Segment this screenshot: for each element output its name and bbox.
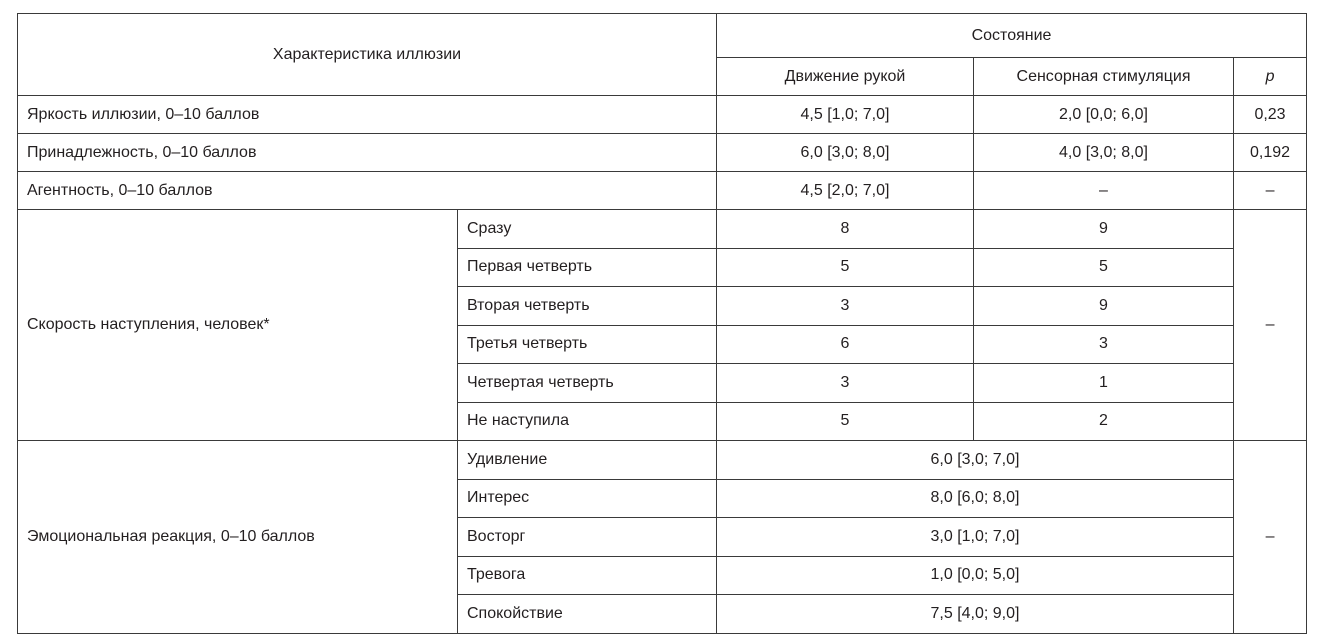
emotion-value: 8,0 [6,0; 8,0] (716, 478, 1234, 518)
emotion-item-label: Удивление (457, 440, 717, 480)
hand-value: 8 (716, 209, 974, 249)
table-row: Интерес 8,0 [6,0; 8,0] (18, 478, 1307, 518)
sensory-value: 2 (973, 401, 1234, 441)
hand-value: 6 (716, 324, 974, 364)
onset-item-label: Третья четверть (457, 324, 717, 364)
row-label: Агентность, 0–10 баллов (17, 171, 717, 210)
sensory-value: 9 (973, 286, 1234, 326)
p-value: – (1232, 171, 1308, 210)
row-label: Яркость иллюзии, 0–10 баллов (17, 95, 717, 134)
emotion-item-label: Интерес (457, 478, 717, 518)
hand-value: 5 (716, 247, 974, 287)
table-row: Тревога 1,0 [0,0; 5,0] (18, 555, 1307, 595)
table-row: Третья четверть 6 3 (18, 324, 1307, 364)
table-row: Скорость наступления, человек* Сразу 8 9… (17, 209, 1308, 441)
subheader-row: Движение рукой Сенсорная стимуляция p (18, 57, 1308, 96)
hand-value: 4,5 [2,0; 7,0] (716, 171, 974, 210)
header-p: p (1232, 57, 1308, 96)
onset-item-label: Вторая четверть (457, 286, 717, 326)
emotion-value: 1,0 [0,0; 5,0] (716, 555, 1234, 595)
onset-p-value: – (1232, 209, 1308, 441)
table-row: Восторг 3,0 [1,0; 7,0] (18, 517, 1307, 557)
onset-item-label: Сразу (457, 209, 717, 249)
onset-item-label: Четвертая четверть (457, 363, 717, 403)
sensory-value: – (973, 171, 1234, 210)
sensory-value: 3 (973, 324, 1234, 364)
sensory-value: 5 (973, 247, 1234, 287)
table-row: Яркость иллюзии, 0–10 баллов 4,5 [1,0; 7… (17, 95, 1308, 134)
onset-item-label: Не наступила (457, 401, 717, 441)
header-condition: Состояние (715, 13, 1308, 58)
sensory-value: 2,0 [0,0; 6,0] (973, 95, 1234, 134)
onset-item-label: Первая четверть (457, 247, 717, 287)
emotion-value: 6,0 [3,0; 7,0] (716, 440, 1234, 480)
emotion-p-value: – (1232, 440, 1308, 634)
sensory-value: 4,0 [3,0; 8,0] (973, 133, 1234, 172)
header-hand-movement: Движение рукой (716, 57, 974, 96)
emotion-value: 3,0 [1,0; 7,0] (716, 517, 1234, 557)
hand-value: 3 (716, 286, 974, 326)
hand-value: 3 (716, 363, 974, 403)
p-value: 0,192 (1232, 133, 1308, 172)
results-table: Характеристика иллюзии Состояние Движени… (17, 13, 1308, 634)
header-row: Характеристика иллюзии Состояние (17, 13, 1308, 96)
emotion-item-label: Восторг (457, 517, 717, 557)
hand-value: 4,5 [1,0; 7,0] (716, 95, 974, 134)
table-row: Принадлежность, 0–10 баллов 6,0 [3,0; 8,… (17, 133, 1308, 172)
hand-value: 5 (716, 401, 974, 441)
table-row: Не наступила 5 2 (18, 401, 1307, 441)
header-characteristic: Характеристика иллюзии (17, 13, 717, 96)
p-value: 0,23 (1232, 95, 1308, 134)
sensory-value: 9 (973, 209, 1234, 249)
onset-label: Скорость наступления, человек* (17, 209, 458, 441)
emotion-value: 7,5 [4,0; 9,0] (716, 594, 1234, 634)
table-row: Эмоциональная реакция, 0–10 баллов Удивл… (17, 440, 1308, 634)
hand-value: 6,0 [3,0; 8,0] (716, 133, 974, 172)
table-row: Первая четверть 5 5 (18, 247, 1307, 287)
emotion-item-label: Тревога (457, 555, 717, 595)
header-sensory-stimulation: Сенсорная стимуляция (973, 57, 1234, 96)
table-row: Четвертая четверть 3 1 (18, 363, 1307, 403)
row-label: Принадлежность, 0–10 баллов (17, 133, 717, 172)
table-row: Спокойствие 7,5 [4,0; 9,0] (18, 594, 1307, 634)
emotion-item-label: Спокойствие (457, 594, 717, 634)
sensory-value: 1 (973, 363, 1234, 403)
emotion-label: Эмоциональная реакция, 0–10 баллов (17, 440, 458, 634)
table-row: Агентность, 0–10 баллов 4,5 [2,0; 7,0] –… (17, 171, 1308, 210)
